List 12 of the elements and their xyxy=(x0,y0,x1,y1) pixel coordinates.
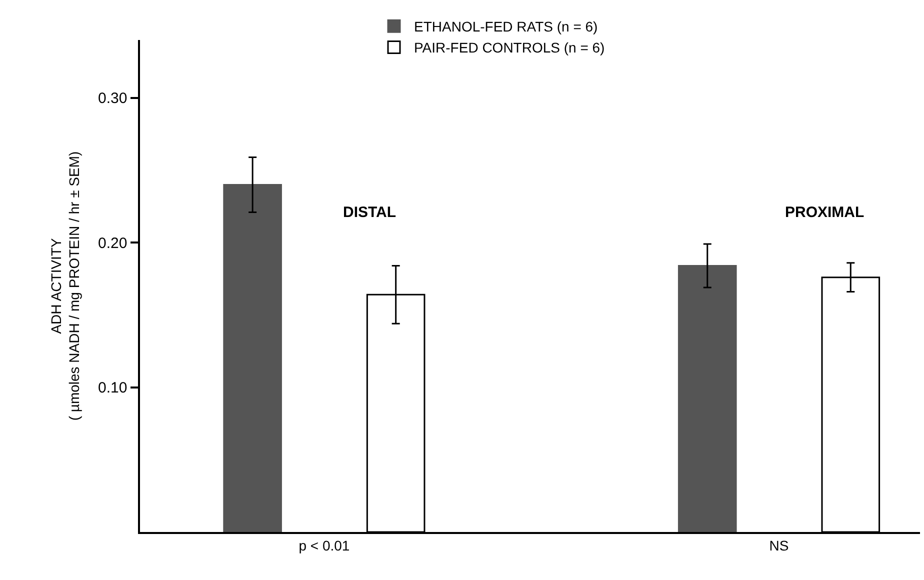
y-tick-label: 0.10 xyxy=(98,380,128,397)
legend-label: PAIR-FED CONTROLS (n = 6) xyxy=(414,40,605,56)
x-tick-label: NS xyxy=(769,538,789,554)
y-tick-label: 0.20 xyxy=(98,234,128,252)
annotation: DISTAL xyxy=(343,204,396,221)
annotation: PROXIMAL xyxy=(785,204,864,221)
bar xyxy=(678,264,737,532)
legend-label: ETHANOL-FED RATS (n = 6) xyxy=(414,18,598,35)
bar xyxy=(223,184,282,532)
x-tick-label: p < 0.01 xyxy=(298,538,350,554)
y-axis-title: ADH ACTIVITY ( µmoles NADH / mg PROTEIN / hr ± SEM) xyxy=(48,151,82,421)
y-tick-label: 0.30 xyxy=(98,90,128,108)
